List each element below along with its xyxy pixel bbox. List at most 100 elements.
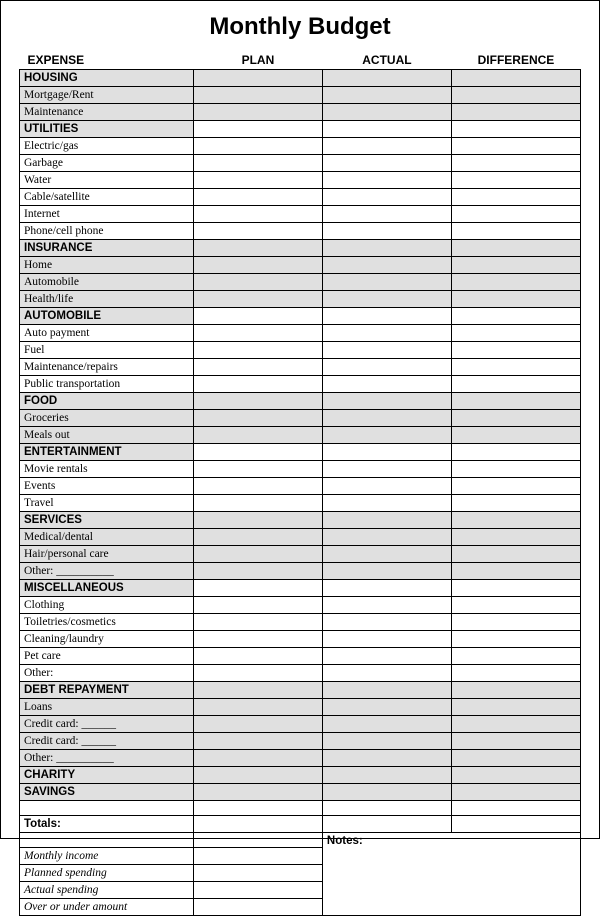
cell — [451, 597, 580, 614]
item-row: Events — [20, 478, 581, 495]
row-label: SERVICES — [20, 512, 194, 529]
cell — [193, 833, 322, 848]
cell — [451, 138, 580, 155]
row-label: Home — [20, 257, 194, 274]
cell — [193, 172, 322, 189]
cell — [322, 733, 451, 750]
item-row: Public transportation — [20, 376, 581, 393]
cell — [451, 699, 580, 716]
row-label: Mortgage/Rent — [20, 87, 194, 104]
cell — [451, 308, 580, 325]
cell — [193, 546, 322, 563]
row-label: Hair/personal care — [20, 546, 194, 563]
row-label: Maintenance — [20, 104, 194, 121]
cell — [322, 716, 451, 733]
row-label: Clothing — [20, 597, 194, 614]
row-label: DEBT REPAYMENT — [20, 682, 194, 699]
cell — [322, 70, 451, 87]
cell — [451, 206, 580, 223]
cell — [451, 240, 580, 257]
cell — [193, 733, 322, 750]
category-row: INSURANCE — [20, 240, 581, 257]
cell — [322, 223, 451, 240]
cell — [322, 784, 451, 801]
item-row: Internet — [20, 206, 581, 223]
cell — [322, 614, 451, 631]
cell — [322, 631, 451, 648]
cell — [322, 257, 451, 274]
item-row: Movie rentals — [20, 461, 581, 478]
item-row: Mortgage/Rent — [20, 87, 581, 104]
item-row: Water — [20, 172, 581, 189]
cell — [451, 342, 580, 359]
row-label: Internet — [20, 206, 194, 223]
item-row: Auto payment — [20, 325, 581, 342]
cell — [451, 393, 580, 410]
cell — [322, 699, 451, 716]
cell — [322, 597, 451, 614]
cell — [451, 444, 580, 461]
cell — [193, 87, 322, 104]
cell — [193, 495, 322, 512]
table-body: HOUSINGMortgage/RentMaintenanceUTILITIES… — [20, 70, 581, 916]
row-label: Events — [20, 478, 194, 495]
cell — [451, 512, 580, 529]
cell — [451, 750, 580, 767]
notes-cell: Notes: — [322, 833, 580, 916]
cell — [451, 172, 580, 189]
cell — [193, 189, 322, 206]
row-label: MISCELLANEOUS — [20, 580, 194, 597]
cell — [322, 767, 451, 784]
item-row: Phone/cell phone — [20, 223, 581, 240]
cell — [193, 427, 322, 444]
cell — [322, 342, 451, 359]
row-label: Groceries — [20, 410, 194, 427]
row-label: Other: __________ — [20, 750, 194, 767]
cell — [322, 325, 451, 342]
cell — [193, 70, 322, 87]
cell — [322, 665, 451, 682]
category-row: AUTOMOBILE — [20, 308, 581, 325]
cell — [322, 189, 451, 206]
cell — [451, 189, 580, 206]
cell — [322, 376, 451, 393]
cell — [193, 614, 322, 631]
cell — [193, 801, 322, 816]
cell — [451, 733, 580, 750]
item-row: Home — [20, 257, 581, 274]
row-label: Garbage — [20, 155, 194, 172]
cell — [193, 512, 322, 529]
cell — [451, 410, 580, 427]
cell — [322, 563, 451, 580]
row-label: HOUSING — [20, 70, 194, 87]
cell — [322, 461, 451, 478]
cell — [451, 359, 580, 376]
row-label: UTILITIES — [20, 121, 194, 138]
cell — [322, 359, 451, 376]
cell — [193, 359, 322, 376]
cell — [451, 427, 580, 444]
cell — [193, 529, 322, 546]
category-row: CHARITY — [20, 767, 581, 784]
cell — [193, 478, 322, 495]
cell — [451, 274, 580, 291]
cell — [451, 104, 580, 121]
cell — [193, 648, 322, 665]
row-label: SAVINGS — [20, 784, 194, 801]
cell — [322, 410, 451, 427]
row-label: Credit card: ______ — [20, 733, 194, 750]
cell — [451, 816, 580, 833]
category-row: UTILITIES — [20, 121, 581, 138]
item-row: Meals out — [20, 427, 581, 444]
row-label: Movie rentals — [20, 461, 194, 478]
cell — [322, 308, 451, 325]
cell — [193, 563, 322, 580]
cell — [451, 121, 580, 138]
col-actual: ACTUAL — [322, 51, 451, 70]
cell — [20, 833, 194, 848]
row-label: Cleaning/laundry — [20, 631, 194, 648]
cell — [322, 87, 451, 104]
col-difference: DIFFERENCE — [451, 51, 580, 70]
row-label: FOOD — [20, 393, 194, 410]
budget-table: EXPENSE PLAN ACTUAL DIFFERENCE HOUSINGMo… — [19, 51, 581, 916]
